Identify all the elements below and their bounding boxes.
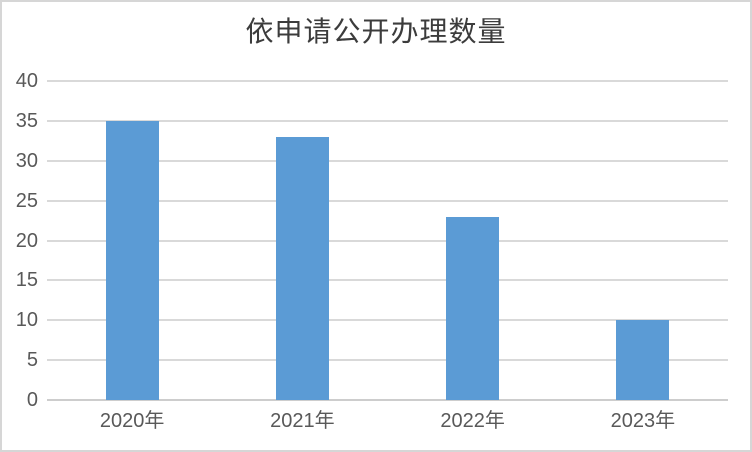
gridline bbox=[47, 80, 728, 82]
gridline bbox=[47, 239, 728, 242]
bar-2023 bbox=[616, 320, 670, 400]
y-axis-tick-label: 40 bbox=[15, 70, 38, 92]
y-axis-tick-label: 35 bbox=[15, 109, 38, 132]
bar-2020 bbox=[105, 120, 159, 400]
y-axis-tick-label: 20 bbox=[15, 229, 38, 252]
gridline bbox=[47, 279, 728, 282]
y-axis-tick-label: 15 bbox=[15, 269, 38, 292]
y-axis-tick-label: 10 bbox=[15, 309, 38, 332]
gridline bbox=[47, 359, 728, 362]
bar-2022 bbox=[446, 216, 500, 400]
y-axis-tick-label: 25 bbox=[15, 189, 38, 212]
x-axis-category-label: 2023年 bbox=[610, 410, 676, 432]
y-axis-tick-label: 5 bbox=[26, 349, 38, 372]
x-axis-line bbox=[47, 399, 728, 401]
gridline bbox=[47, 119, 728, 122]
gridline bbox=[47, 199, 728, 202]
bar-2021 bbox=[275, 136, 329, 400]
gridline bbox=[47, 319, 728, 322]
y-axis-tick-label: 0 bbox=[26, 389, 38, 411]
y-axis-tick-label: 30 bbox=[15, 149, 38, 172]
x-axis-category-label: 2020年 bbox=[99, 410, 165, 432]
x-axis-category-label: 2022年 bbox=[440, 410, 505, 432]
x-axis-category-label: 2021年 bbox=[270, 410, 335, 432]
chart-title: 依申请公开办理数量 bbox=[245, 15, 507, 48]
gridline bbox=[47, 159, 728, 162]
